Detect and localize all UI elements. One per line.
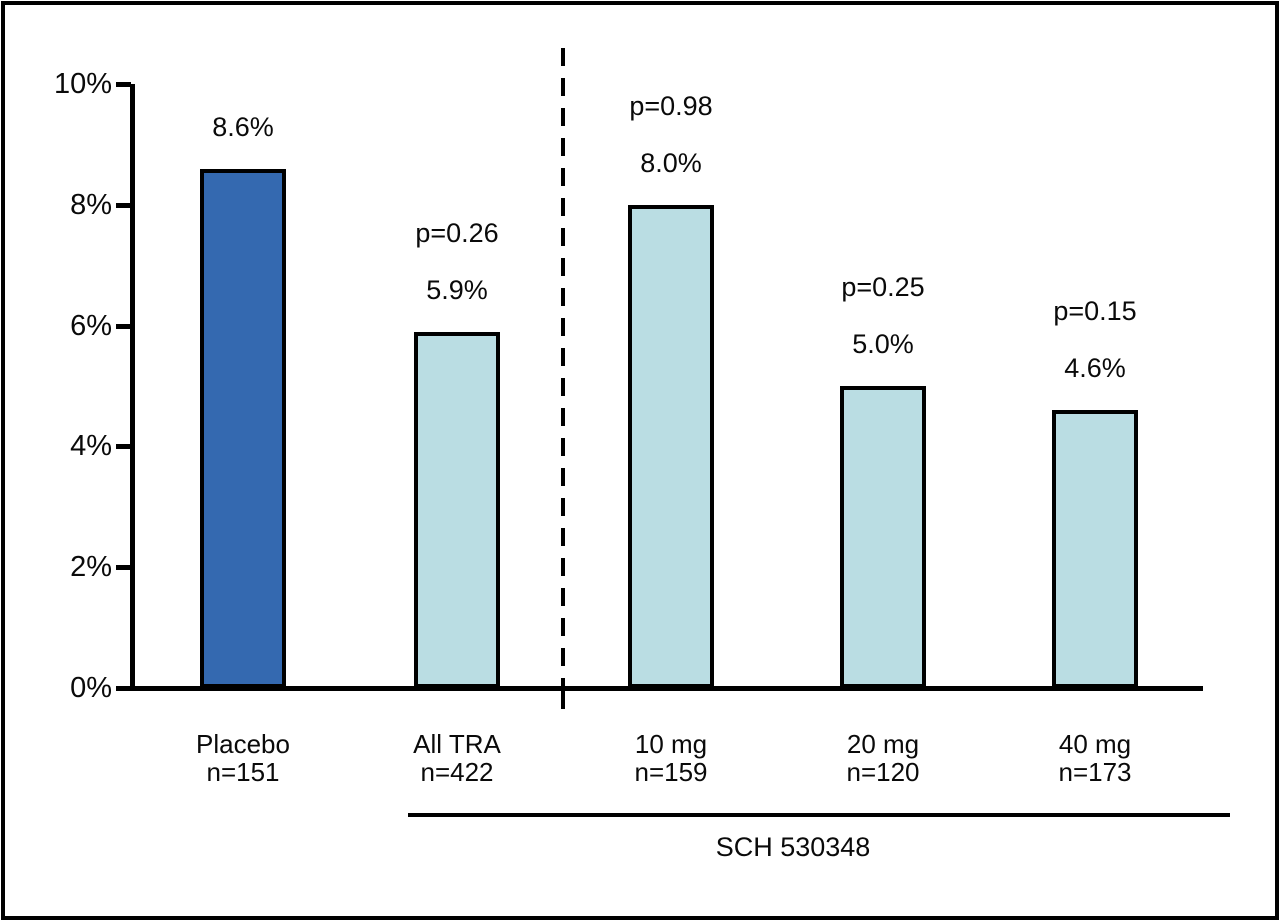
- treatment-group-underline: [408, 813, 1230, 817]
- bar-annotation-20mg: p=0.25 5.0%: [795, 272, 971, 360]
- bar-all-tra: [414, 332, 500, 688]
- category-n-label: n=120: [846, 757, 920, 787]
- bar-10mg: [628, 205, 714, 688]
- category-n-label: n=159: [634, 757, 708, 787]
- bar-value-label: 5.0%: [852, 329, 914, 359]
- bar-value-label: 4.6%: [1064, 353, 1126, 383]
- bar-40mg: [1052, 410, 1138, 688]
- bar-20mg: [840, 386, 926, 688]
- x-axis-label-all-tra: All TRA n=422: [351, 730, 563, 786]
- x-axis-label-placebo: Placebo n=151: [137, 730, 349, 786]
- treatment-group-label: SCH 530348: [715, 832, 871, 862]
- p-value-label: p=0.98: [629, 91, 713, 121]
- y-axis-tick-label: 6%: [70, 310, 112, 342]
- y-axis-line: [130, 84, 135, 691]
- category-label: 40 mg: [1058, 729, 1132, 759]
- p-value-label: p=0.25: [841, 272, 925, 302]
- y-axis-tick: [116, 444, 131, 449]
- category-n-label: n=173: [1058, 757, 1132, 787]
- y-axis-tick: [116, 203, 131, 208]
- bar-annotation-all-tra: p=0.26 5.9%: [369, 218, 545, 306]
- category-label: All TRA: [413, 729, 501, 759]
- x-axis-label-20mg: 20 mg n=120: [777, 730, 989, 786]
- x-axis-line: [128, 686, 1203, 691]
- bar-value-label: 5.9%: [426, 275, 488, 305]
- y-axis-tick-label: 4%: [70, 430, 112, 462]
- p-value-label: p=0.15: [1053, 296, 1137, 326]
- y-axis-tick: [116, 565, 131, 570]
- bar-value-label: 8.0%: [640, 148, 702, 178]
- category-n-label: n=151: [206, 757, 280, 787]
- category-label: 20 mg: [846, 729, 920, 759]
- y-axis-tick-label: 8%: [70, 189, 112, 221]
- bar-annotation-40mg: p=0.15 4.6%: [1007, 296, 1183, 384]
- x-axis-label-40mg: 40 mg n=173: [989, 730, 1201, 786]
- y-axis-tick: [116, 324, 131, 329]
- y-axis-tick-label: 0%: [70, 672, 112, 704]
- bar-annotation-placebo: 8.6%: [155, 86, 331, 143]
- y-axis-tick: [116, 686, 131, 691]
- category-label: Placebo: [196, 729, 290, 759]
- bar-placebo: [200, 169, 286, 688]
- y-axis-tick: [116, 82, 131, 87]
- y-axis-tick-label: 10%: [53, 68, 112, 100]
- category-n-label: n=422: [420, 757, 494, 787]
- placebo-treatment-divider-dashed-line: [561, 48, 565, 686]
- p-value-label: p=0.26: [415, 218, 499, 248]
- x-axis-divider-tick: [561, 691, 565, 709]
- x-axis-label-10mg: 10 mg n=159: [565, 730, 777, 786]
- y-axis-tick-label: 2%: [70, 551, 112, 583]
- bar-annotation-10mg: p=0.98 8.0%: [583, 91, 759, 179]
- category-label: 10 mg: [634, 729, 708, 759]
- bar-value-label: 8.6%: [212, 112, 274, 142]
